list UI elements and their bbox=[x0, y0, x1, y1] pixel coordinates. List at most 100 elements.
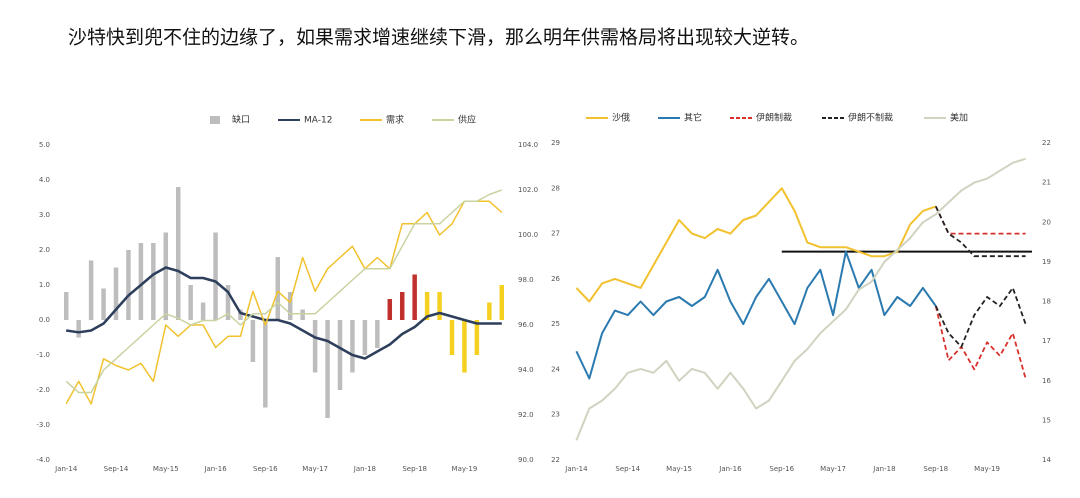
bar bbox=[399, 292, 405, 320]
y2-tick-label: 16 bbox=[1042, 377, 1051, 385]
legend-label: 需求 bbox=[386, 114, 404, 126]
series-line bbox=[65, 189, 503, 394]
y-tick-label: 23 bbox=[551, 411, 560, 419]
legend-label: 美加 bbox=[950, 112, 968, 124]
bar bbox=[462, 320, 467, 373]
bar bbox=[138, 243, 144, 320]
bar bbox=[175, 187, 181, 320]
bar bbox=[63, 292, 69, 320]
series-line bbox=[66, 266, 502, 360]
y2-tick-label: 100.0 bbox=[518, 231, 538, 239]
y-tick-label: 1.0 bbox=[39, 281, 50, 289]
x-tick-label: Jan-14 bbox=[564, 465, 588, 473]
bar bbox=[287, 292, 293, 320]
x-tick-label: Sep-16 bbox=[769, 465, 794, 473]
bar bbox=[312, 320, 318, 373]
y2-tick-label: 22 bbox=[1042, 139, 1051, 147]
series-line bbox=[934, 287, 1027, 348]
y2-tick-label: 19 bbox=[1042, 258, 1051, 266]
series-line bbox=[934, 305, 1027, 379]
series-line bbox=[65, 200, 503, 405]
series-line bbox=[575, 187, 937, 303]
x-tick-label: Sep-16 bbox=[253, 465, 278, 473]
y-tick-label: 24 bbox=[551, 365, 560, 373]
bar bbox=[337, 320, 343, 390]
bar bbox=[213, 232, 218, 320]
y2-tick-label: 102.0 bbox=[518, 186, 538, 194]
y-tick-label: -4.0 bbox=[36, 456, 50, 464]
bar bbox=[350, 320, 355, 373]
series-line bbox=[934, 206, 1026, 235]
x-tick-label: May-19 bbox=[974, 465, 1000, 473]
legend-label: 缺口 bbox=[232, 114, 250, 126]
y-tick-label: 26 bbox=[551, 275, 560, 283]
x-tick-label: May-17 bbox=[302, 465, 328, 473]
bar bbox=[151, 243, 156, 320]
bar bbox=[163, 232, 169, 320]
bar bbox=[487, 302, 492, 320]
legend-label: 伊朗制裁 bbox=[756, 112, 792, 124]
legend-label: 伊朗不制裁 bbox=[848, 112, 893, 124]
y-tick-label: -1.0 bbox=[36, 351, 50, 359]
x-tick-label: Jan-16 bbox=[718, 465, 742, 473]
y2-tick-label: 21 bbox=[1042, 179, 1051, 187]
bar bbox=[375, 320, 380, 348]
y2-tick-label: 15 bbox=[1042, 416, 1051, 424]
y-tick-label: 0.0 bbox=[39, 316, 50, 324]
y-tick-label: 29 bbox=[551, 139, 560, 147]
y-tick-label: 25 bbox=[551, 320, 560, 328]
bar bbox=[113, 267, 119, 320]
y-tick-label: 22 bbox=[551, 456, 560, 464]
x-tick-label: Sep-14 bbox=[615, 465, 640, 473]
y2-tick-label: 96.0 bbox=[518, 321, 534, 329]
y-tick-label: 5.0 bbox=[39, 141, 50, 149]
x-tick-label: Jan-18 bbox=[872, 465, 895, 473]
x-tick-label: Jan-16 bbox=[203, 465, 227, 473]
bar bbox=[387, 299, 393, 320]
y-tick-label: 4.0 bbox=[39, 176, 50, 184]
y-tick-label: 3.0 bbox=[39, 211, 50, 219]
legend-label: 其它 bbox=[684, 112, 702, 124]
y2-tick-label: 90.0 bbox=[518, 456, 534, 464]
y2-tick-label: 94.0 bbox=[518, 366, 534, 374]
bar bbox=[275, 257, 281, 320]
x-tick-label: May-15 bbox=[153, 465, 179, 473]
bar bbox=[263, 320, 268, 408]
x-tick-label: Jan-14 bbox=[54, 465, 78, 473]
series-line bbox=[575, 250, 937, 380]
bar bbox=[325, 320, 330, 418]
bar bbox=[238, 309, 243, 320]
y-tick-label: 28 bbox=[551, 184, 560, 192]
y2-tick-label: 104.0 bbox=[518, 141, 538, 149]
y2-tick-label: 14 bbox=[1042, 456, 1051, 464]
bar bbox=[126, 250, 131, 320]
x-tick-label: Jan-18 bbox=[353, 465, 376, 473]
series-line bbox=[934, 206, 1026, 258]
bar bbox=[437, 292, 442, 320]
bar bbox=[412, 274, 417, 320]
x-tick-label: Sep-14 bbox=[104, 465, 129, 473]
bar bbox=[250, 320, 256, 362]
series-line bbox=[575, 157, 1026, 441]
bar bbox=[474, 320, 480, 355]
bar bbox=[101, 288, 106, 320]
y-tick-label: 27 bbox=[551, 230, 560, 238]
bar bbox=[88, 260, 94, 320]
y-tick-label: -2.0 bbox=[36, 386, 50, 394]
bar bbox=[225, 285, 231, 320]
legend-label: MA-12 bbox=[304, 116, 332, 126]
y2-tick-label: 98.0 bbox=[518, 276, 534, 284]
y-tick-label: 2.0 bbox=[39, 246, 50, 254]
x-tick-label: Sep-18 bbox=[923, 465, 948, 473]
y2-tick-label: 17 bbox=[1042, 337, 1051, 345]
x-tick-label: May-19 bbox=[452, 465, 478, 473]
x-tick-label: May-17 bbox=[820, 465, 846, 473]
legend-swatch bbox=[210, 116, 220, 124]
y-tick-label: -3.0 bbox=[36, 421, 50, 429]
bar bbox=[300, 309, 305, 320]
legend-label: 沙俄 bbox=[612, 112, 630, 124]
y2-tick-label: 92.0 bbox=[518, 411, 534, 419]
bar bbox=[200, 302, 206, 320]
